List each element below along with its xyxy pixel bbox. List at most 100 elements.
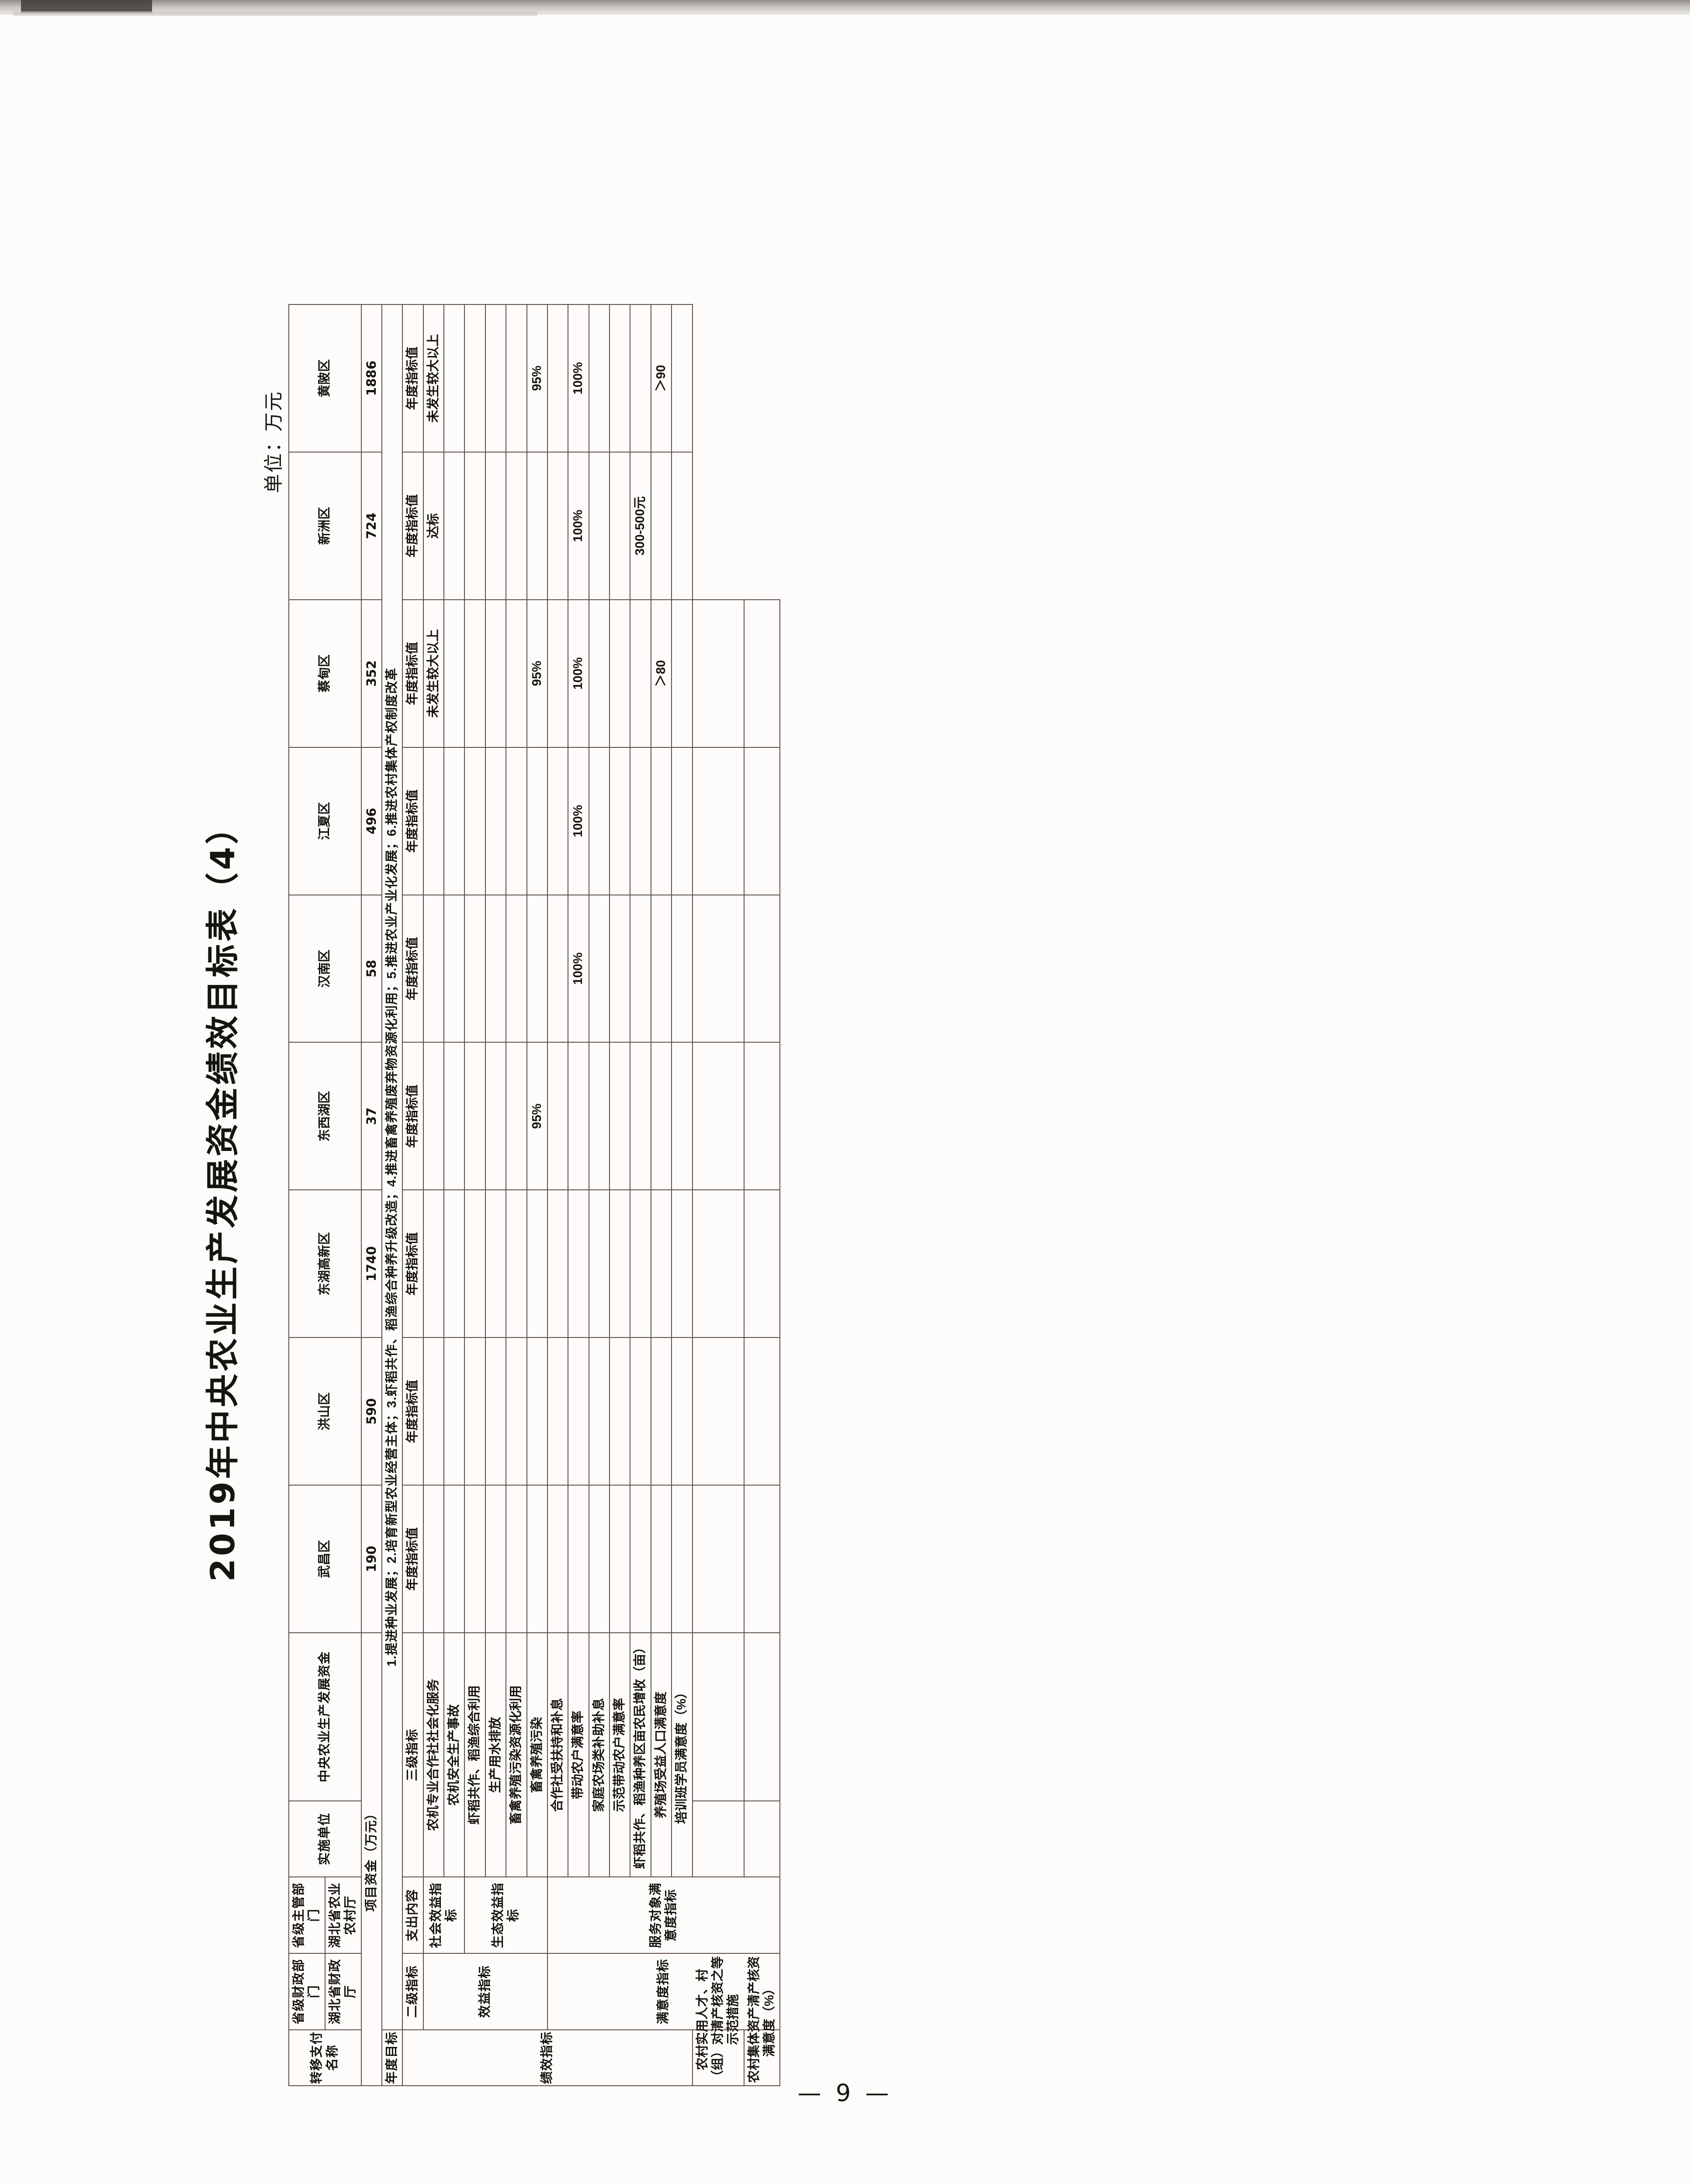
indicator-value — [485, 599, 506, 747]
cell-annual-target-note: 1.提进种业发展；2.培育新型农业经营主体；3.虾稻共作、稻渔综合种养升级改造；… — [381, 304, 403, 2030]
cell-level2sub-service-satisfaction: 服务对象满意度指标 — [547, 1877, 780, 1954]
table-row-indicator: 虾稻共作、稻渔种养区亩农民增收（亩） 300-500元 — [630, 304, 651, 2086]
cell-level3-indicator: 合作社受扶持和补息 — [547, 1633, 568, 1877]
indicator-value — [692, 1800, 744, 1877]
indicator-value — [651, 1485, 672, 1633]
cell-level3-indicator: 虾稻共作、稻渔种养区亩农民增收（亩） — [630, 1633, 651, 1877]
indicator-value — [651, 895, 672, 1043]
table-row-indicator: 带动农户满意率 100% 100% 100% 100% 100% — [568, 304, 589, 2086]
indicator-value: 100% — [568, 599, 589, 747]
indicator-value — [630, 1042, 651, 1190]
fund-amount-8: 1886 — [361, 304, 382, 452]
page-number: — 9 — — [797, 2079, 893, 2107]
table-row-indicator: 畜禽养殖污染 95% 95% 95% — [526, 304, 547, 2086]
cell-level3-indicator: 畜禽养殖污染资源化利用 — [506, 1633, 527, 1877]
indicator-value — [589, 599, 610, 747]
cell-level3-indicator: 培训班学员满意度（%） — [672, 1633, 693, 1877]
indicator-value — [744, 1190, 780, 1338]
table-row-indicator: 生态效益指标 虾稻共作、稻渔综合利用 — [464, 304, 547, 2086]
indicator-value — [692, 1485, 744, 1633]
cell-level2-benefit: 效益指标 — [423, 1953, 547, 2030]
cell-level3-indicator: 农村实用人才、村（组）对清产核资之等示范措施 — [692, 1953, 744, 2086]
indicator-value — [526, 452, 547, 600]
indicator-value — [464, 747, 485, 895]
cell-level2sub-social-benefit: 社会效益指标 — [423, 1877, 465, 1954]
cell-level2sub-eco-benefit: 生态效益指标 — [464, 1877, 547, 1954]
indicator-value — [630, 895, 651, 1043]
indicator-value — [423, 1042, 444, 1190]
cell-annual-value-header-1: 年度指标值 — [402, 1337, 423, 1486]
indicator-value — [485, 304, 506, 452]
indicator-value — [589, 747, 610, 895]
indicator-value — [526, 1485, 547, 1633]
indicator-value — [526, 895, 547, 1043]
cell-level3-indicator: 虾稻共作、稻渔综合利用 — [464, 1633, 485, 1877]
indicator-value — [506, 747, 527, 895]
fund-amount-6: 352 — [361, 599, 382, 747]
indicator-value — [589, 895, 610, 1043]
indicator-value — [444, 304, 465, 452]
indicator-value — [485, 452, 506, 600]
indicator-value — [464, 1042, 485, 1190]
cell-annual-value-header-0: 年度指标值 — [402, 1485, 423, 1633]
indicator-value — [672, 895, 693, 1043]
indicator-value — [444, 452, 465, 600]
indicator-value — [423, 1485, 444, 1633]
indicator-value — [444, 1485, 465, 1633]
cell-level3-indicator: 生产用水排放 — [485, 1633, 506, 1877]
cell-level3-indicator: 畜禽养殖污染 — [526, 1633, 547, 1877]
indicator-value — [692, 599, 744, 747]
indicator-value — [547, 1485, 568, 1633]
indicator-value — [692, 1190, 744, 1338]
table-row-indicator: 培训班学员满意度（%） — [672, 304, 693, 2086]
scan-corner-artifact — [21, 0, 152, 13]
indicator-value — [610, 304, 630, 452]
table-row-indicator: 养殖场受益人口满意度 ＞80 ＞90 — [651, 304, 672, 2086]
indicator-value — [744, 895, 780, 1043]
table-row-indicator: 家庭农场类补助补息 — [589, 304, 610, 2086]
fund-amount-7: 724 — [361, 452, 382, 600]
cell-level3-indicator: 农机专业合作社社会化服务 — [423, 1633, 444, 1877]
cell-level2-header: 二级指标 — [402, 1953, 423, 2030]
indicator-value: 100% — [568, 747, 589, 895]
cell-competent-dept-value: 湖北省农业农村厅 — [325, 1877, 361, 1954]
performance-target-table: 转移支付名称 省级财政部门 省级主管部门 实施单位 中央农业生产发展资金 武昌区… — [288, 304, 780, 2086]
cell-level3-indicator: 带动农户满意率 — [568, 1633, 589, 1877]
indicator-value — [589, 1337, 610, 1486]
indicator-value — [630, 747, 651, 895]
indicator-value — [423, 747, 444, 895]
indicator-value — [485, 1337, 506, 1486]
indicator-value — [506, 304, 527, 452]
indicator-value — [547, 747, 568, 895]
indicator-value: ＞80 — [651, 599, 672, 747]
indicator-value — [485, 1485, 506, 1633]
indicator-value — [506, 599, 527, 747]
indicator-value — [589, 1042, 610, 1190]
indicator-value — [672, 304, 693, 452]
table-row-annual-target: 年度目标 1.提进种业发展；2.培育新型农业经营主体；3.虾稻共作、稻渔综合种养… — [381, 304, 403, 2086]
region-header-8: 黄陂区 — [289, 304, 361, 452]
indicator-value — [610, 1042, 630, 1190]
indicator-value — [568, 1485, 589, 1633]
indicator-value — [444, 747, 465, 895]
indicator-value — [672, 1190, 693, 1338]
indicator-value — [547, 599, 568, 747]
cell-annual-target-label: 年度目标 — [381, 2029, 403, 2086]
cell-finance-dept-value: 湖北省财政厅 — [325, 1953, 361, 2030]
indicator-value — [651, 1190, 672, 1338]
table-row-indicator: 农村集体资产清产核资满意度（%） — [744, 304, 780, 2086]
indicator-value — [547, 452, 568, 600]
indicator-value — [651, 1337, 672, 1486]
indicator-value — [506, 1190, 527, 1338]
cell-provincial-finance-dept: 省级财政部门 — [289, 1953, 325, 2030]
indicator-value — [651, 452, 672, 600]
rotated-document-body: 2019年中央农业生产发展资金绩效目标表（4） 单位：万元 转移支付名称 省级财… — [181, 173, 1509, 2184]
indicator-value: 达标 — [423, 452, 444, 600]
table-row-header-1: 转移支付名称 省级财政部门 省级主管部门 实施单位 中央农业生产发展资金 武昌区… — [289, 304, 361, 2086]
region-header-1: 洪山区 — [289, 1337, 361, 1486]
indicator-value — [610, 1485, 630, 1633]
cell-level3-indicator: 农村集体资产清产核资满意度（%） — [744, 1953, 780, 2086]
fund-amount-2: 1740 — [361, 1190, 382, 1338]
indicator-value — [672, 1042, 693, 1190]
